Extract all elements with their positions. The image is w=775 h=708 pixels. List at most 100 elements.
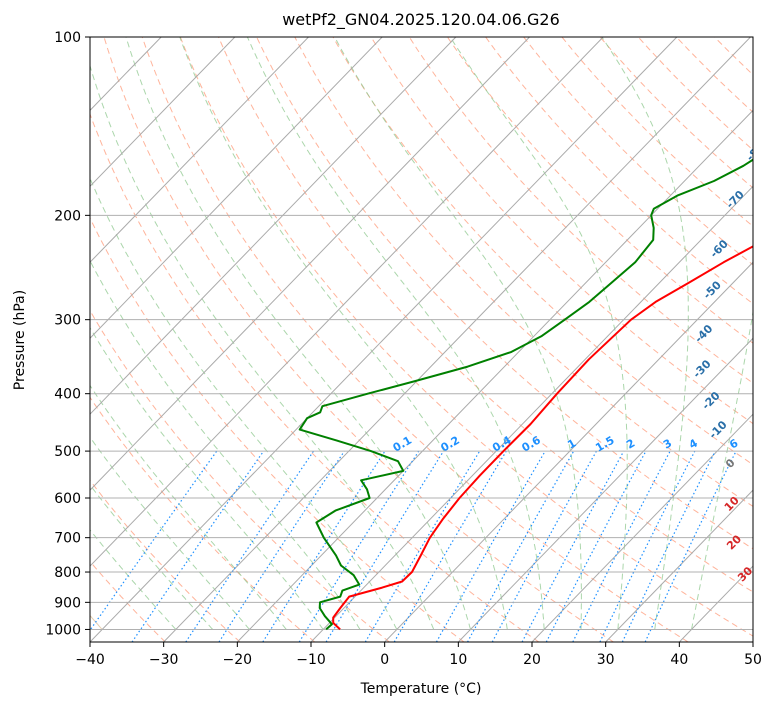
dry-adiabat	[714, 37, 753, 76]
x-tick-label: 50	[744, 652, 762, 668]
dry-adiabat-label: 40	[753, 588, 773, 608]
mixing-ratio-line	[572, 450, 671, 642]
x-tick-label: 10	[449, 652, 467, 668]
dry-adiabat	[294, 37, 753, 507]
y-tick-label: 400	[54, 387, 81, 403]
y-tick-label: 100	[54, 30, 81, 46]
dry-adiabat	[446, 37, 753, 344]
moist-adiabat	[601, 37, 689, 630]
isotherm	[310, 185, 753, 642]
isotherm	[384, 261, 753, 642]
isotherm	[90, 37, 678, 642]
dry-adiabat-label: -30	[690, 357, 713, 380]
moist-adiabat	[90, 484, 214, 630]
y-tick-label: 500	[54, 444, 81, 460]
dry-adiabat-label: -80	[744, 140, 767, 163]
mixing-ratio-line	[185, 450, 315, 642]
dry-adiabat-label: -20	[699, 389, 722, 412]
y-tick-label: 600	[54, 491, 81, 507]
background-lines	[90, 37, 753, 642]
isotherm	[531, 413, 753, 642]
isotherm	[90, 37, 457, 415]
moist-adiabat	[334, 37, 582, 630]
y-tick-label: 300	[54, 313, 81, 329]
x-tick-label: 30	[597, 652, 615, 668]
dry-adiabat	[485, 37, 753, 305]
dry-adiabat-label: -10	[706, 418, 729, 441]
y-axis-label: Pressure (hPa)	[12, 290, 28, 390]
mixing-ratio-label: 4	[687, 436, 700, 451]
moist-adiabat	[90, 259, 361, 630]
isotherm	[90, 37, 530, 491]
dry-adiabat-label: 0	[723, 456, 738, 471]
dry-adiabat-label: 20	[724, 532, 744, 552]
dry-adiabat	[141, 37, 689, 642]
dry-adiabat-label: 10	[722, 494, 742, 514]
dry-adiabat	[90, 479, 241, 642]
pressure-grid	[90, 37, 753, 630]
isotherm	[163, 37, 751, 642]
mixing-ratio-line	[218, 450, 345, 642]
moist-adiabat	[125, 37, 471, 630]
y-tick-label: 800	[54, 565, 81, 581]
dry-adiabat-label: -60	[708, 237, 731, 260]
isotherm	[90, 37, 383, 339]
moist-adiabat	[449, 37, 628, 630]
moist-adiabat	[179, 37, 508, 630]
x-tick-label: −10	[296, 652, 326, 668]
mixing-ratio-label: 6	[727, 436, 740, 451]
isotherm	[90, 37, 309, 263]
y-tick-label: 200	[54, 208, 81, 224]
mixing-ratio-line	[435, 450, 546, 642]
x-tick-label: −20	[223, 652, 253, 668]
dry-adiabat	[332, 37, 753, 466]
y-tick-label: 900	[54, 595, 81, 611]
mixing-ratio-line	[364, 450, 481, 642]
mixing-ratio-line	[131, 450, 265, 642]
mixing-ratio-label: 2	[624, 437, 637, 452]
y-tick-label: 1000	[45, 622, 81, 638]
dry-adiabat	[90, 309, 390, 642]
dry-adiabat	[90, 112, 540, 642]
moist-adiabat	[691, 309, 753, 630]
x-tick-label: −30	[149, 652, 179, 668]
dry-adiabat	[90, 396, 316, 642]
mixing-ratio-line	[325, 450, 445, 642]
x-axis: −40 −30 −20 −10 0 10 20 30 40 50	[75, 642, 762, 668]
dry-adiabat	[218, 37, 753, 593]
dry-adiabat-label: -50	[701, 278, 724, 301]
dewpoint-line	[298, 158, 753, 631]
dry-adiabat	[408, 37, 753, 384]
isotherm	[90, 37, 236, 188]
moist-adiabat	[90, 436, 250, 630]
profile-series	[298, 158, 753, 631]
x-tick-label: 0	[380, 652, 389, 668]
mixing-ratio-line	[491, 450, 597, 642]
x-tick-label: −40	[75, 652, 105, 668]
dry-adiabat	[256, 37, 753, 550]
isotherm	[605, 489, 753, 642]
mixing-ratio-line	[621, 450, 716, 642]
isotherm	[752, 641, 753, 642]
mixing-ratio-line	[466, 450, 575, 642]
moist-adiabat	[90, 64, 435, 630]
x-tick-label: 40	[670, 652, 688, 668]
moist-adiabat	[90, 177, 398, 630]
temperature-line	[332, 245, 753, 631]
mixing-ratio-line	[262, 450, 386, 642]
mixing-ratio-line	[545, 450, 647, 642]
moist-adiabat	[90, 326, 324, 630]
moist-adiabat	[246, 37, 545, 630]
mixing-ratio-line	[644, 450, 737, 642]
dry-adiabat	[676, 37, 753, 113]
mixing-ratio-line	[521, 450, 625, 642]
isotherm	[90, 37, 604, 567]
mixing-ratio-line	[599, 450, 696, 642]
moist-adiabat	[90, 384, 287, 630]
dry-adiabat-label: -40	[692, 322, 715, 345]
dry-adiabat	[561, 37, 753, 227]
dry-adiabat	[103, 37, 614, 642]
chart-title: wetPf2_GN04.2025.120.04.06.G26	[282, 10, 560, 30]
dry-adiabat	[752, 37, 753, 38]
